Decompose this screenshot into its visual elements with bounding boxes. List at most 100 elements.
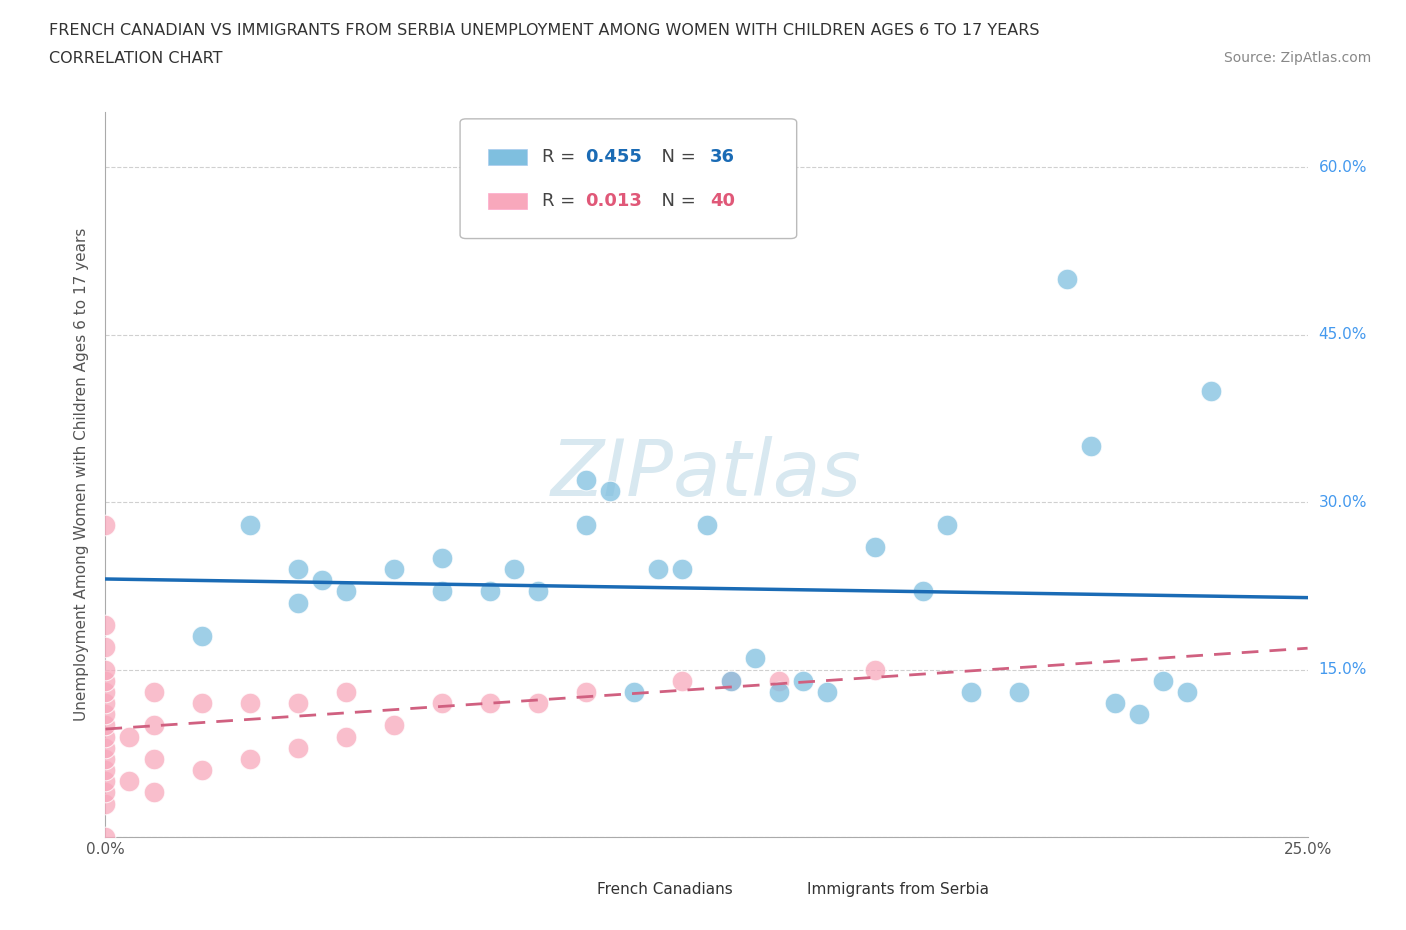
Point (335, 584, 357, 599)
Point (599, 484, 621, 498)
Point (94, 718, 117, 733)
Text: R =: R = (541, 192, 581, 210)
Point (190, 629, 212, 644)
Point (1128, 707, 1150, 722)
Text: N =: N = (650, 148, 702, 166)
Point (287, 595, 309, 610)
Point (382, 562, 405, 577)
Point (287, 740, 309, 755)
Point (94, 729, 117, 744)
Point (287, 696, 309, 711)
Point (960, 684, 983, 699)
Point (335, 729, 357, 744)
Text: CORRELATION CHART: CORRELATION CHART (49, 51, 222, 66)
Point (1175, 684, 1198, 699)
Point (94, 763, 117, 777)
Point (94, 796, 117, 811)
FancyBboxPatch shape (550, 883, 582, 896)
Point (575, 472, 598, 487)
Point (94, 830, 117, 844)
Point (94, 662, 117, 677)
FancyBboxPatch shape (488, 150, 527, 166)
Point (671, 562, 693, 577)
Point (768, 684, 790, 699)
Point (696, 517, 718, 532)
Point (430, 551, 453, 565)
Point (239, 517, 262, 532)
Point (575, 684, 598, 699)
Point (239, 696, 262, 711)
Point (1104, 696, 1126, 711)
Point (118, 774, 141, 789)
Point (335, 684, 357, 699)
Point (911, 584, 934, 599)
Point (936, 517, 959, 532)
Point (287, 562, 309, 577)
Point (94, 785, 117, 800)
Point (1056, 272, 1078, 286)
Text: 30.0%: 30.0% (1319, 495, 1367, 510)
Point (479, 584, 502, 599)
Text: 40: 40 (710, 192, 735, 210)
Point (575, 517, 598, 532)
Point (94, 673, 117, 688)
Point (142, 684, 165, 699)
Point (239, 751, 262, 766)
Point (768, 673, 790, 688)
Point (382, 718, 405, 733)
Text: 45.0%: 45.0% (1319, 327, 1367, 342)
Point (503, 562, 526, 577)
Point (671, 673, 693, 688)
Point (94, 684, 117, 699)
Text: French Canadians: French Canadians (598, 882, 733, 897)
Point (94, 696, 117, 711)
Point (792, 673, 814, 688)
Text: 60.0%: 60.0% (1319, 160, 1367, 175)
Point (1152, 673, 1174, 688)
Point (815, 684, 838, 699)
Text: FRENCH CANADIAN VS IMMIGRANTS FROM SERBIA UNEMPLOYMENT AMONG WOMEN WITH CHILDREN: FRENCH CANADIAN VS IMMIGRANTS FROM SERBI… (49, 23, 1039, 38)
Point (720, 673, 742, 688)
Text: 36: 36 (710, 148, 735, 166)
Text: 0.455: 0.455 (585, 148, 643, 166)
Text: Immigrants from Serbia: Immigrants from Serbia (807, 882, 990, 897)
Text: R =: R = (541, 148, 581, 166)
Point (479, 696, 502, 711)
Text: 15.0%: 15.0% (1319, 662, 1367, 677)
Point (311, 573, 333, 588)
Point (118, 729, 141, 744)
Point (94, 707, 117, 722)
Point (142, 718, 165, 733)
Point (527, 696, 550, 711)
Point (94, 774, 117, 789)
Point (142, 785, 165, 800)
Point (720, 673, 742, 688)
Point (623, 684, 645, 699)
Y-axis label: Unemployment Among Women with Children Ages 6 to 17 years: Unemployment Among Women with Children A… (75, 228, 90, 721)
Point (863, 539, 886, 554)
Point (94, 751, 117, 766)
Point (647, 562, 669, 577)
FancyBboxPatch shape (761, 883, 793, 896)
Point (94, 740, 117, 755)
Point (527, 584, 550, 599)
Point (1080, 439, 1102, 454)
Text: 0.013: 0.013 (585, 192, 643, 210)
Text: N =: N = (650, 192, 702, 210)
Point (1008, 684, 1031, 699)
Point (94, 618, 117, 632)
Text: Source: ZipAtlas.com: Source: ZipAtlas.com (1223, 51, 1371, 65)
FancyBboxPatch shape (488, 193, 527, 209)
Point (430, 696, 453, 711)
Point (190, 763, 212, 777)
Point (430, 584, 453, 599)
Point (94, 517, 117, 532)
FancyBboxPatch shape (460, 119, 797, 239)
Point (744, 651, 766, 666)
Point (863, 662, 886, 677)
Point (142, 751, 165, 766)
Point (94, 640, 117, 655)
Text: ZIPatlas: ZIPatlas (551, 436, 862, 512)
Point (1201, 383, 1223, 398)
Point (190, 696, 212, 711)
